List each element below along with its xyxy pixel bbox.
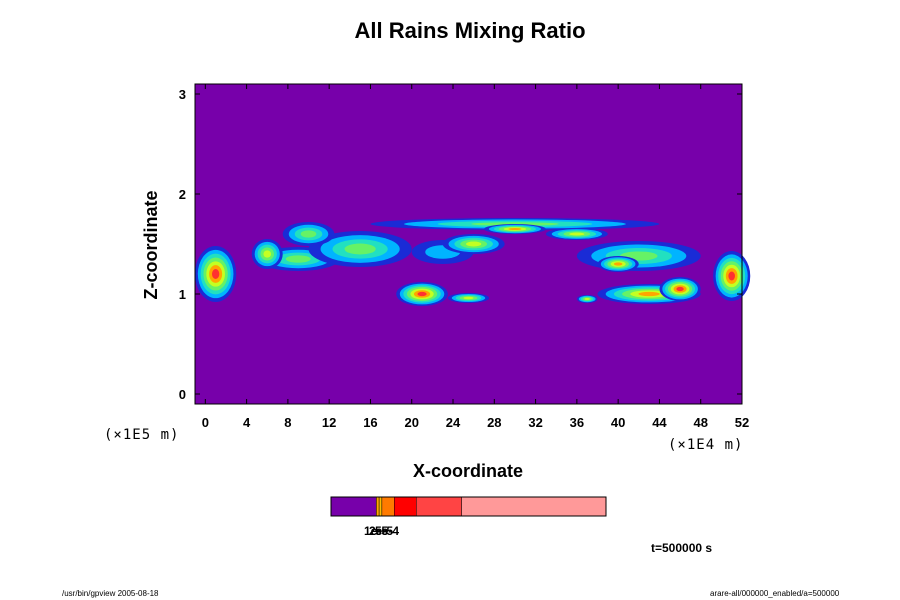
x-tick-label: 20 bbox=[405, 415, 419, 430]
rain-contour bbox=[463, 296, 474, 300]
x-unit-label: (×1E4 m) bbox=[668, 437, 743, 453]
rain-contour bbox=[263, 250, 272, 258]
x-axis-label: X-coordinate bbox=[413, 461, 523, 481]
colorbar-segment bbox=[378, 496, 383, 517]
colorbar-segment bbox=[461, 496, 607, 517]
colorbar-segment bbox=[416, 496, 462, 517]
x-tick-label: 40 bbox=[611, 415, 625, 430]
y-tick-label: 1 bbox=[179, 287, 186, 302]
x-tick-label: 12 bbox=[322, 415, 336, 430]
x-tick-label: 0 bbox=[202, 415, 209, 430]
x-tick-label: 16 bbox=[363, 415, 377, 430]
rain-field bbox=[195, 218, 751, 306]
colorbar-segment bbox=[394, 496, 417, 517]
rain-contour bbox=[613, 262, 623, 266]
time-label: t=500000 s bbox=[651, 541, 712, 555]
x-tick-label: 48 bbox=[693, 415, 707, 430]
colorbar-tick-label: 2e-5 bbox=[369, 524, 393, 538]
x-tick-label: 52 bbox=[735, 415, 749, 430]
y-unit-label: (×1E5 m) bbox=[104, 427, 179, 443]
colorbar-segment bbox=[381, 496, 395, 517]
colorbar-tick-label: 1e-5 bbox=[364, 524, 388, 538]
x-tick-label: 8 bbox=[284, 415, 291, 430]
x-tick-label: 36 bbox=[570, 415, 584, 430]
x-tick-label: 4 bbox=[243, 415, 251, 430]
rain-contour bbox=[417, 291, 427, 297]
rain-contour bbox=[638, 291, 660, 297]
footer-left: /usr/bin/gpview 2005-08-18 bbox=[62, 589, 159, 598]
colorbar-frame bbox=[330, 496, 607, 517]
y-tick-label: 3 bbox=[179, 87, 186, 102]
rain-contour bbox=[300, 230, 317, 238]
rain-contour bbox=[466, 241, 482, 247]
plot-area bbox=[194, 83, 751, 405]
rain-contour bbox=[285, 255, 311, 263]
colorbar-tick-label: 5e-4 bbox=[375, 524, 399, 538]
x-axis-ticks: 0 4 8 12 16 20 24 28 32 36 40 44 48 52 bbox=[202, 84, 749, 430]
rain-contour bbox=[728, 271, 735, 281]
rain-contour bbox=[584, 298, 590, 300]
colorbar-labels: 1e-52e-55e-4 bbox=[364, 524, 399, 538]
y-tick-label: 2 bbox=[179, 187, 186, 202]
rain-contour bbox=[508, 227, 522, 231]
x-tick-label: 24 bbox=[446, 415, 461, 430]
y-axis-label: Z-coordinate bbox=[141, 190, 161, 299]
rain-contour bbox=[211, 269, 220, 279]
colorbar-segment bbox=[330, 496, 377, 517]
chart-title: All Rains Mixing Ratio bbox=[354, 18, 585, 43]
colorbar bbox=[330, 496, 607, 517]
x-tick-label: 32 bbox=[528, 415, 542, 430]
x-tick-label: 28 bbox=[487, 415, 501, 430]
rain-contour bbox=[344, 243, 376, 255]
rain-contour bbox=[676, 286, 684, 292]
plot-frame bbox=[194, 83, 743, 405]
footer-right: arare-all/000000_enabled/a=500000 bbox=[710, 589, 840, 598]
x-tick-label: 44 bbox=[652, 415, 667, 430]
y-axis-ticks: 0 1 2 3 bbox=[179, 87, 742, 402]
y-tick-label: 0 bbox=[179, 387, 186, 402]
rain-contour bbox=[569, 232, 585, 236]
colorbar-segment bbox=[376, 496, 380, 517]
